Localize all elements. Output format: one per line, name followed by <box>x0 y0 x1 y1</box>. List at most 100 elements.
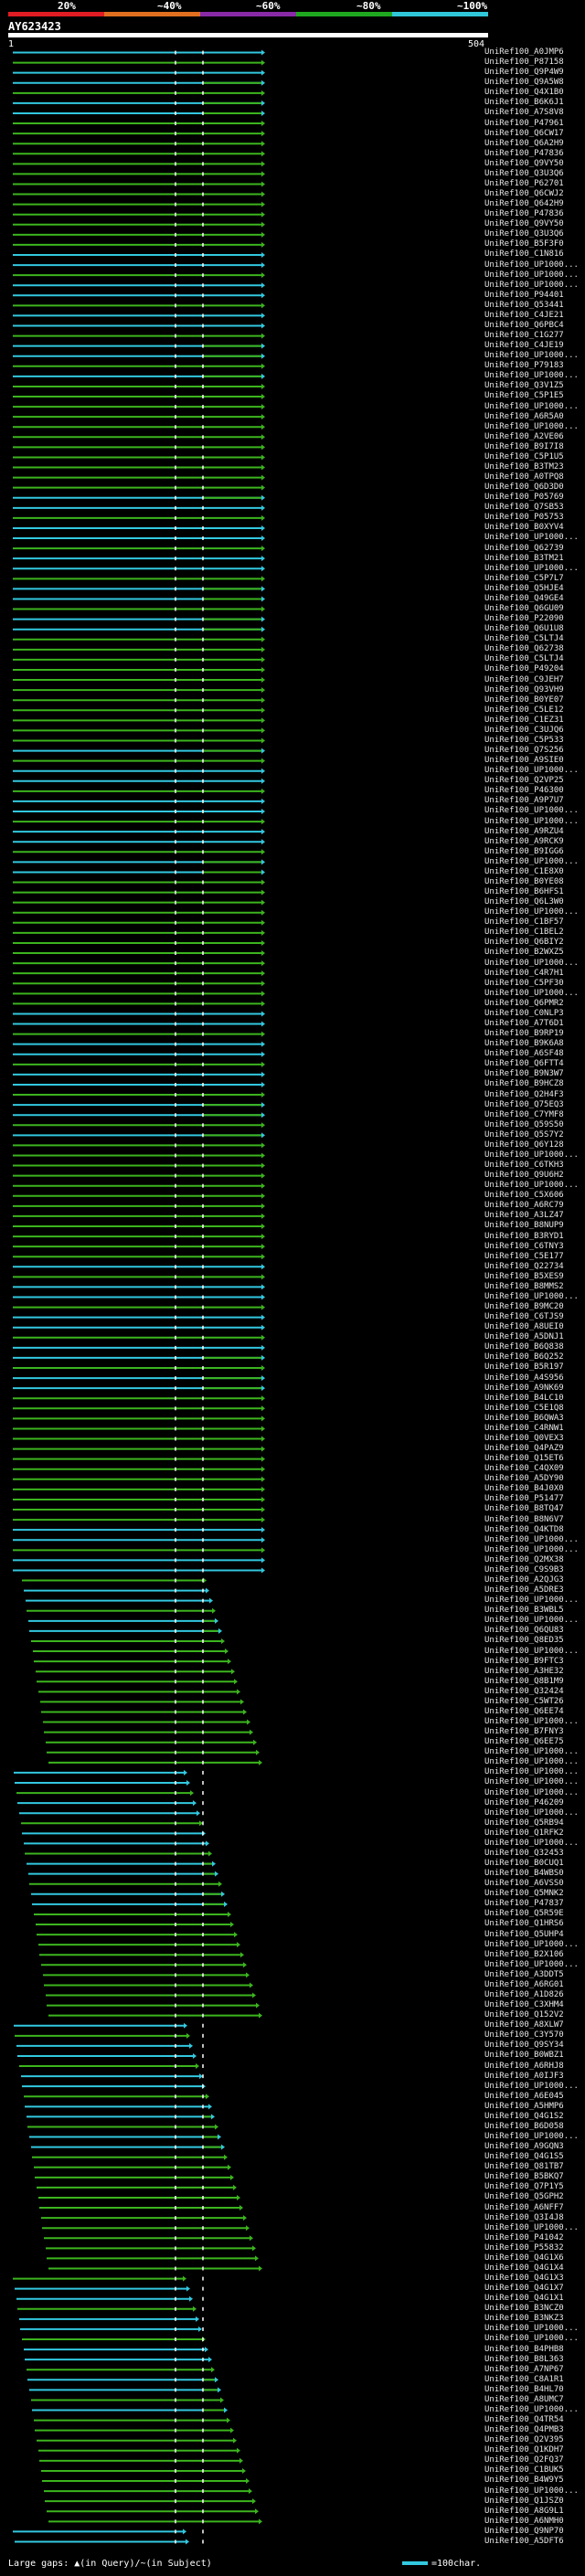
hit-label[interactable]: UniRef100_Q2V395 <box>484 2435 564 2445</box>
hit-label[interactable]: UniRef100_P87158 <box>484 58 564 68</box>
hit-label[interactable]: UniRef100_P47961 <box>484 118 564 128</box>
hit-label[interactable]: UniRef100_Q6D3D0 <box>484 482 564 493</box>
hit-label[interactable]: UniRef100_A5DNJ1 <box>484 1332 564 1342</box>
hit-label[interactable]: UniRef100_Q3U3Q6 <box>484 229 564 239</box>
hit-label[interactable]: UniRef100_P51477 <box>484 1494 564 1504</box>
hit-label[interactable]: UniRef100_UP1000... <box>484 280 579 290</box>
hit-label[interactable]: UniRef100_Q9A5W8 <box>484 78 564 88</box>
hit-label[interactable]: UniRef100_P94401 <box>484 290 564 300</box>
hit-label[interactable]: UniRef100_A7S8V8 <box>484 108 564 118</box>
hit-label[interactable]: UniRef100_C9JEH7 <box>484 674 564 684</box>
hit-label[interactable]: UniRef100_Q4PAZ9 <box>484 1444 564 1454</box>
hit-label[interactable]: UniRef100_C1E8X0 <box>484 866 564 876</box>
hit-label[interactable]: UniRef100_C5E1Q8 <box>484 1403 564 1413</box>
hit-label[interactable]: UniRef100_C1N816 <box>484 249 564 260</box>
hit-label[interactable]: UniRef100_A8UEI0 <box>484 1322 564 1332</box>
hit-label[interactable]: UniRef100_C7YMF8 <box>484 1109 564 1119</box>
hit-label[interactable]: UniRef100_UP1000... <box>484 1544 579 1554</box>
hit-label[interactable]: UniRef100_C4JE19 <box>484 341 564 351</box>
hit-label[interactable]: UniRef100_Q152V2 <box>484 2010 564 2020</box>
hit-label[interactable]: UniRef100_B3NCZ0 <box>484 2304 564 2314</box>
hit-label[interactable]: UniRef100_C5LTJ4 <box>484 654 564 664</box>
hit-label[interactable]: UniRef100_Q4X1B0 <box>484 88 564 98</box>
hit-label[interactable]: UniRef100_P47837 <box>484 1899 564 1909</box>
hit-label[interactable]: UniRef100_UP1000... <box>484 2132 579 2141</box>
hit-label[interactable]: UniRef100_B7FNY3 <box>484 1727 564 1737</box>
hit-label[interactable]: UniRef100_UP1000... <box>484 260 579 270</box>
hit-label[interactable]: UniRef100_C1BF57 <box>484 917 564 928</box>
hit-label[interactable]: UniRef100_Q1HRS6 <box>484 1919 564 1929</box>
hit-label[interactable]: UniRef100_A0TPQ8 <box>484 472 564 482</box>
hit-label[interactable]: UniRef100_UP1000... <box>484 856 579 866</box>
hit-label[interactable]: UniRef100_B8NUP9 <box>484 1221 564 1231</box>
hit-label[interactable]: UniRef100_B9RP19 <box>484 1029 564 1039</box>
hit-label[interactable]: UniRef100_Q81TB7 <box>484 2162 564 2172</box>
hit-label[interactable]: UniRef100_B2X106 <box>484 1949 564 1959</box>
hit-label[interactable]: UniRef100_UP1000... <box>484 1787 579 1797</box>
hit-label[interactable]: UniRef100_Q4G1X6 <box>484 2253 564 2263</box>
hit-label[interactable]: UniRef100_UP1000... <box>484 1616 579 1626</box>
hit-label[interactable]: UniRef100_C1EZ31 <box>484 715 564 725</box>
hit-label[interactable]: UniRef100_C3XHM4 <box>484 2000 564 2010</box>
hit-label[interactable]: UniRef100_Q6Y128 <box>484 1140 564 1150</box>
hit-label[interactable]: UniRef100_A0IJF3 <box>484 2071 564 2081</box>
hit-label[interactable]: UniRef100_Q62738 <box>484 644 564 654</box>
hit-label[interactable]: UniRef100_C6TNY3 <box>484 1241 564 1251</box>
hit-label[interactable]: UniRef100_C5X606 <box>484 1191 564 1201</box>
hit-label[interactable]: UniRef100_P79183 <box>484 361 564 371</box>
hit-label[interactable]: UniRef100_Q2H4F3 <box>484 1089 564 1099</box>
hit-label[interactable]: UniRef100_A6NFF7 <box>484 2202 564 2212</box>
hit-label[interactable]: UniRef100_A9NK69 <box>484 1383 564 1393</box>
hit-label[interactable]: UniRef100_Q6GU09 <box>484 604 564 613</box>
hit-label[interactable]: UniRef100_A9SIE0 <box>484 756 564 766</box>
hit-label[interactable]: UniRef100_C4QX09 <box>484 1464 564 1474</box>
hit-label[interactable]: UniRef100_B5R197 <box>484 1362 564 1373</box>
hit-label[interactable]: UniRef100_Q5R59E <box>484 1909 564 1919</box>
hit-label[interactable]: UniRef100_P49204 <box>484 664 564 674</box>
hit-label[interactable]: UniRef100_Q9P4W9 <box>484 68 564 78</box>
hit-label[interactable]: UniRef100_C1BEL2 <box>484 928 564 938</box>
hit-label[interactable]: UniRef100_Q6BIY2 <box>484 938 564 948</box>
hit-label[interactable]: UniRef100_A6RHJ8 <box>484 2061 564 2071</box>
hit-label[interactable]: UniRef100_Q6L3W0 <box>484 897 564 907</box>
hit-label[interactable]: UniRef100_B8TQ47 <box>484 1504 564 1514</box>
hit-label[interactable]: UniRef100_UP1000... <box>484 816 579 826</box>
hit-label[interactable]: UniRef100_A8G9L1 <box>484 2506 564 2516</box>
hit-label[interactable]: UniRef100_A2QJG3 <box>484 1575 564 1585</box>
hit-label[interactable]: UniRef100_C4RNW1 <box>484 1423 564 1433</box>
hit-label[interactable]: UniRef100_UP1000... <box>484 2486 579 2496</box>
hit-label[interactable]: UniRef100_C5PF30 <box>484 978 564 988</box>
hit-label[interactable]: UniRef100_Q7P1Y5 <box>484 2182 564 2192</box>
hit-label[interactable]: UniRef100_Q9U6H2 <box>484 1171 564 1181</box>
hit-label[interactable]: UniRef100_Q8B1M9 <box>484 1676 564 1686</box>
hit-label[interactable]: UniRef100_Q4G1X3 <box>484 2274 564 2284</box>
hit-label[interactable]: UniRef100_P62701 <box>484 178 564 188</box>
hit-label[interactable]: UniRef100_UP1000... <box>484 1646 579 1656</box>
hit-label[interactable]: UniRef100_A2VE06 <box>484 431 564 441</box>
hit-label[interactable]: UniRef100_Q53441 <box>484 300 564 310</box>
hit-label[interactable]: UniRef100_A9GQN3 <box>484 2142 564 2152</box>
hit-label[interactable]: UniRef100_Q6CW17 <box>484 128 564 138</box>
hit-label[interactable]: UniRef100_Q4PMB3 <box>484 2425 564 2435</box>
hit-label[interactable]: UniRef100_Q2VP25 <box>484 776 564 786</box>
hit-label[interactable]: UniRef100_A6VSS0 <box>484 1879 564 1889</box>
hit-label[interactable]: UniRef100_Q9VY50 <box>484 158 564 168</box>
hit-label[interactable]: UniRef100_Q62739 <box>484 543 564 553</box>
hit-label[interactable]: UniRef100_A6R5A0 <box>484 411 564 421</box>
hit-label[interactable]: UniRef100_P05753 <box>484 513 564 523</box>
hit-label[interactable]: UniRef100_B3TM23 <box>484 461 564 472</box>
hit-label[interactable]: UniRef100_B2WXZ5 <box>484 948 564 958</box>
hit-label[interactable]: UniRef100_B6QWA3 <box>484 1413 564 1423</box>
hit-label[interactable]: UniRef100_A5DY90 <box>484 1474 564 1484</box>
hit-label[interactable]: UniRef100_B4J0X0 <box>484 1484 564 1494</box>
hit-label[interactable]: UniRef100_A9RCK9 <box>484 836 564 846</box>
hit-label[interactable]: UniRef100_C5WT26 <box>484 1696 564 1706</box>
hit-label[interactable]: UniRef100_Q4G1X1 <box>484 2294 564 2304</box>
hit-label[interactable]: UniRef100_B8N6V7 <box>484 1514 564 1524</box>
hit-label[interactable]: UniRef100_Q9SY34 <box>484 2041 564 2051</box>
hit-label[interactable]: UniRef100_UP1000... <box>484 907 579 917</box>
hit-label[interactable]: UniRef100_Q6U1U8 <box>484 624 564 634</box>
hit-label[interactable]: UniRef100_C1G277 <box>484 331 564 341</box>
hit-label[interactable]: UniRef100_B6K6J1 <box>484 98 564 108</box>
hit-label[interactable]: UniRef100_Q4TR54 <box>484 2415 564 2425</box>
